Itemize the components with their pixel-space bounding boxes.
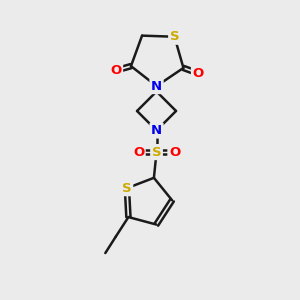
Text: S: S: [152, 146, 161, 159]
Text: S: S: [122, 182, 132, 195]
Text: N: N: [151, 80, 162, 93]
Text: O: O: [169, 146, 180, 159]
Text: N: N: [151, 124, 162, 137]
Text: O: O: [193, 67, 204, 80]
Text: O: O: [133, 146, 144, 159]
Text: O: O: [110, 64, 122, 77]
Text: S: S: [170, 30, 179, 43]
